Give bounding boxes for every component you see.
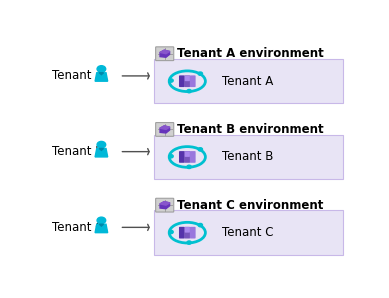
Polygon shape [95,148,108,157]
FancyBboxPatch shape [190,75,196,87]
Circle shape [198,72,203,75]
FancyBboxPatch shape [179,151,185,163]
FancyBboxPatch shape [154,210,343,255]
Circle shape [187,241,191,244]
Circle shape [169,155,173,158]
Text: Tenant A environment: Tenant A environment [177,47,324,60]
Circle shape [198,148,203,151]
Polygon shape [160,50,170,54]
Text: Tenant A: Tenant A [52,69,103,83]
Circle shape [97,217,106,224]
FancyBboxPatch shape [156,47,174,60]
Circle shape [187,89,191,93]
Polygon shape [160,126,170,133]
Polygon shape [99,73,103,75]
Text: Tenant C: Tenant C [222,226,273,239]
Circle shape [198,224,203,227]
Polygon shape [160,126,170,129]
FancyBboxPatch shape [190,227,196,238]
Polygon shape [95,73,108,81]
Polygon shape [160,50,170,57]
FancyBboxPatch shape [154,59,343,103]
FancyBboxPatch shape [184,151,190,163]
FancyBboxPatch shape [154,135,343,179]
Polygon shape [160,202,170,205]
Circle shape [187,165,191,168]
FancyBboxPatch shape [156,122,174,136]
FancyBboxPatch shape [156,198,174,212]
Text: Tenant B: Tenant B [222,150,273,163]
FancyBboxPatch shape [184,75,190,87]
Circle shape [97,142,106,148]
Circle shape [169,230,173,234]
FancyBboxPatch shape [190,151,196,163]
Polygon shape [99,148,103,150]
Text: Tenant B environment: Tenant B environment [177,123,324,136]
Circle shape [169,79,173,82]
Text: Tenant B: Tenant B [52,145,103,158]
FancyBboxPatch shape [185,151,190,157]
Polygon shape [160,202,170,209]
Text: Tenant C environment: Tenant C environment [177,199,324,212]
Text: Tenant A: Tenant A [222,75,273,88]
FancyBboxPatch shape [184,227,190,238]
FancyBboxPatch shape [185,227,190,233]
FancyBboxPatch shape [179,227,185,238]
Polygon shape [99,224,103,226]
Polygon shape [95,224,108,233]
FancyBboxPatch shape [179,75,185,87]
Circle shape [97,66,106,72]
FancyBboxPatch shape [185,76,190,81]
Text: Tenant C: Tenant C [52,221,103,234]
